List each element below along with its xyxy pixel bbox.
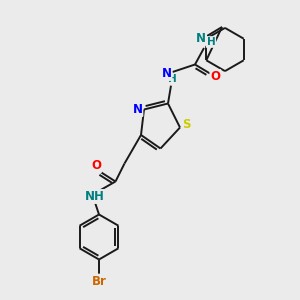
Text: N: N (161, 67, 172, 80)
Text: H: H (206, 37, 215, 47)
Text: O: O (210, 70, 220, 83)
Text: O: O (91, 159, 101, 172)
Text: N: N (132, 103, 142, 116)
Text: H: H (168, 74, 177, 85)
Text: S: S (182, 118, 191, 131)
Text: NH: NH (85, 190, 104, 203)
Text: N: N (196, 32, 206, 45)
Text: Br: Br (92, 274, 106, 288)
